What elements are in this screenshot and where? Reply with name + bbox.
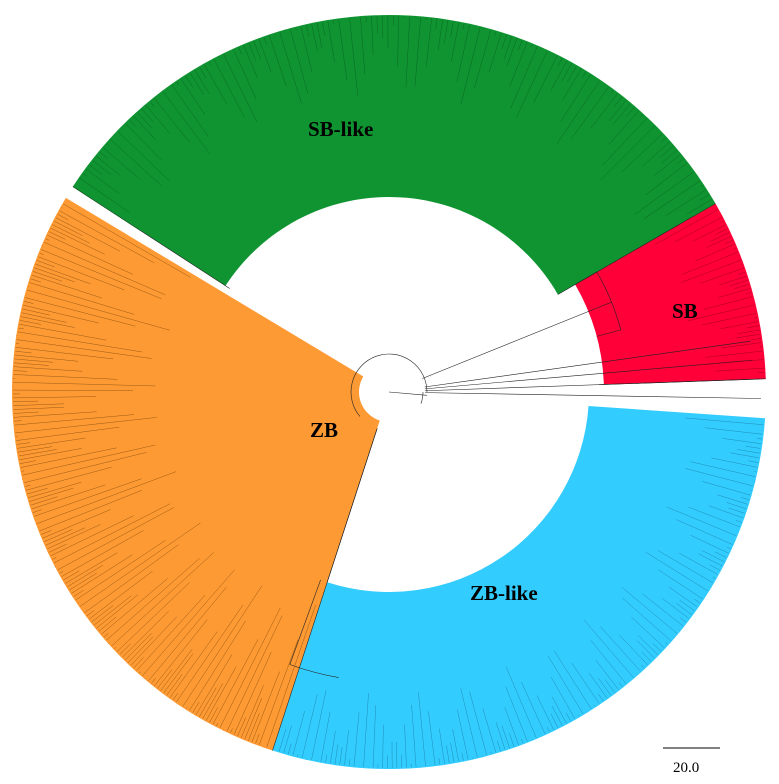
clade-label-zb: ZB [310,418,338,442]
tree-tips [12,15,765,769]
clade-label-zb-like: ZB-like [470,581,538,605]
clade-sector-zb-like [272,405,766,769]
clade-sector-sb-like [72,15,716,295]
clade-label-sb-like: SB-like [308,117,373,141]
tree-branches [72,186,766,751]
scale-bar-label: 20.0 [673,760,699,776]
clade-sector-sb [575,203,766,385]
clade-label-sb: SB [672,299,698,323]
